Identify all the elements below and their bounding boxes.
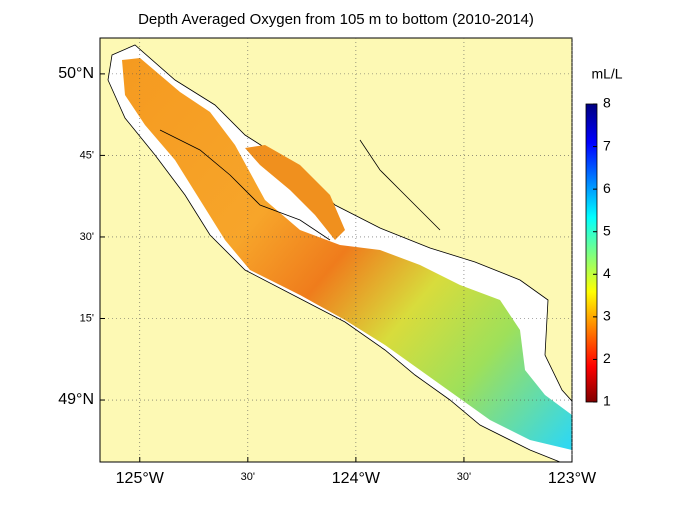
colorbar-tick-label: 1 — [603, 393, 611, 409]
oxygen-field — [122, 58, 572, 450]
lon-tick-label: 30' — [457, 471, 471, 483]
colorbar-tick-label: 5 — [603, 222, 611, 238]
colorbar-tick-label: 3 — [603, 308, 611, 324]
lat-tick-label: 45' — [80, 149, 94, 161]
colorbar-label: mL/L — [591, 66, 622, 82]
lat-tick-label: 50°N — [58, 65, 94, 82]
colorbar-tick-label: 2 — [603, 350, 611, 366]
lon-tick-label: 123°W — [548, 470, 597, 487]
colorbar-tick-label: 6 — [603, 180, 611, 196]
map-area — [100, 38, 572, 462]
lon-tick-label: 125°W — [116, 470, 165, 487]
oxygen-channel — [245, 145, 345, 240]
lon-tick-label: 124°W — [332, 470, 381, 487]
colorbar — [585, 103, 598, 403]
lat-tick-label: 15' — [80, 312, 94, 324]
map-title: Depth Averaged Oxygen from 105 m to bott… — [138, 11, 534, 28]
coastline — [359, 139, 441, 231]
coastline — [159, 129, 331, 241]
lon-tick-label: 30' — [241, 471, 255, 483]
colorbar-tick-label: 4 — [603, 265, 611, 281]
lat-tick-label: 49°N — [58, 391, 94, 408]
colorbar-tick-label: 7 — [603, 137, 611, 153]
lat-tick-label: 30' — [80, 231, 94, 243]
colorbar-tick-label: 8 — [603, 95, 611, 111]
